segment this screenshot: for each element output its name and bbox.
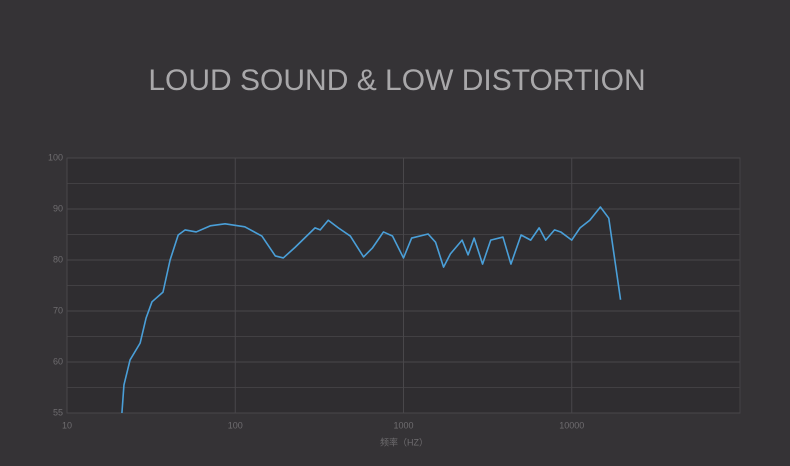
y-tick-label: 55 bbox=[53, 407, 63, 417]
y-tick-label: 100 bbox=[48, 152, 63, 162]
data-line bbox=[121, 206, 622, 414]
y-tick-label: 90 bbox=[53, 203, 63, 213]
x-tick-label: 100 bbox=[228, 420, 243, 430]
y-tick-label: 60 bbox=[53, 356, 63, 366]
x-axis-label: 频率（HZ） bbox=[380, 436, 428, 447]
y-tick-label: 70 bbox=[53, 305, 63, 315]
y-tick-label: 80 bbox=[53, 254, 63, 264]
chart-title: LOUD SOUND & LOW DISTORTION bbox=[148, 64, 645, 97]
x-tick-label: 1000 bbox=[393, 420, 413, 430]
x-tick-label: 10000 bbox=[559, 420, 584, 430]
x-tick-label: 10 bbox=[62, 420, 72, 430]
